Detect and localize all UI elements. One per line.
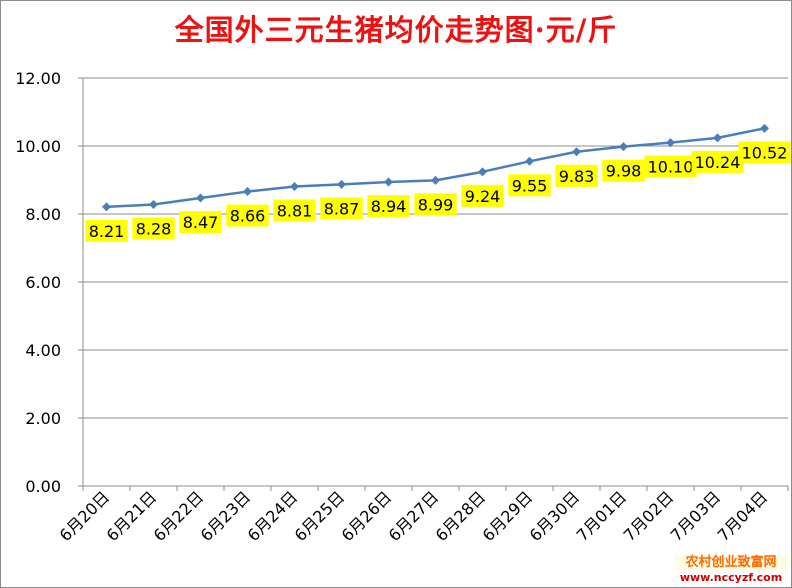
x-tick-label: 6月22日	[150, 487, 208, 545]
data-label-bg	[414, 193, 457, 216]
x-tick-label: 6月23日	[197, 487, 255, 545]
data-point	[525, 156, 534, 166]
watermark-url: www.nccyzf.com	[675, 570, 787, 585]
data-label-bg	[691, 150, 744, 173]
data-label: 8.21	[89, 222, 125, 241]
x-tick-label: 6月24日	[244, 487, 302, 545]
data-label-bg	[602, 159, 645, 182]
y-tick-label: 8.00	[25, 205, 61, 224]
x-tick-label: 6月27日	[385, 487, 443, 545]
x-tick-label: 6月29日	[479, 487, 537, 545]
data-label-bg	[85, 219, 128, 242]
data-label-bg	[555, 164, 598, 187]
data-label: 8.87	[324, 199, 360, 218]
x-tick-label: 7月03日	[667, 487, 725, 545]
x-tick-label: 6月25日	[291, 487, 349, 545]
data-label: 9.83	[559, 167, 595, 186]
chart-title: 全国外三元生猪均价走势图·元/斤	[174, 13, 618, 47]
y-tick-label: 2.00	[25, 409, 61, 428]
data-point	[337, 179, 346, 189]
data-point	[431, 175, 440, 185]
x-tick-label: 6月26日	[338, 487, 396, 545]
x-tick-label: 6月20日	[56, 487, 114, 545]
x-tick-label: 7月02日	[620, 487, 678, 545]
x-tick-label: 6月28日	[432, 487, 490, 545]
data-label: 10.10	[648, 158, 694, 177]
data-point	[713, 133, 722, 143]
data-label-bg	[132, 217, 175, 240]
y-tick-label: 6.00	[25, 273, 61, 292]
data-label-bg	[738, 141, 791, 164]
data-point	[760, 123, 769, 133]
x-tick-label: 6月30日	[526, 487, 584, 545]
y-tick-label: 12.00	[15, 69, 61, 88]
x-tick-label: 6月21日	[103, 487, 161, 545]
data-label: 10.24	[695, 153, 741, 172]
y-tick-label: 0.00	[25, 477, 61, 496]
data-label: 8.94	[371, 197, 407, 216]
data-point	[666, 138, 675, 148]
data-label: 8.28	[136, 219, 172, 238]
data-label: 9.98	[606, 162, 642, 181]
data-point	[572, 147, 581, 157]
data-label: 8.66	[230, 207, 266, 226]
data-point	[478, 167, 487, 177]
data-point	[384, 177, 393, 187]
data-label-bg	[226, 204, 269, 227]
x-tick-label: 7月04日	[714, 487, 772, 545]
site-watermark: 农村创业致富网 www.nccyzf.com	[675, 555, 787, 585]
data-label: 8.99	[418, 195, 454, 214]
data-label-bg	[644, 155, 697, 178]
data-point	[290, 181, 299, 191]
y-tick-label: 10.00	[15, 137, 61, 156]
y-tick-label: 4.00	[25, 341, 61, 360]
data-label: 9.24	[465, 187, 501, 206]
data-label-bg	[461, 184, 504, 207]
data-point	[149, 199, 158, 209]
data-label-bg	[273, 199, 316, 222]
watermark-name: 农村创业致富网	[675, 555, 787, 570]
data-label: 9.55	[512, 176, 548, 195]
data-label-bg	[179, 211, 222, 234]
data-point	[619, 142, 628, 152]
data-point	[196, 193, 205, 203]
data-label-bg	[508, 174, 551, 197]
data-label-bg	[367, 195, 410, 218]
data-label-bg	[320, 197, 363, 220]
data-label: 8.81	[277, 201, 313, 220]
data-label: 10.52	[742, 143, 788, 162]
data-point	[243, 187, 252, 197]
data-point	[102, 202, 111, 212]
x-tick-label: 7月01日	[573, 487, 631, 545]
data-label: 8.47	[183, 213, 219, 232]
